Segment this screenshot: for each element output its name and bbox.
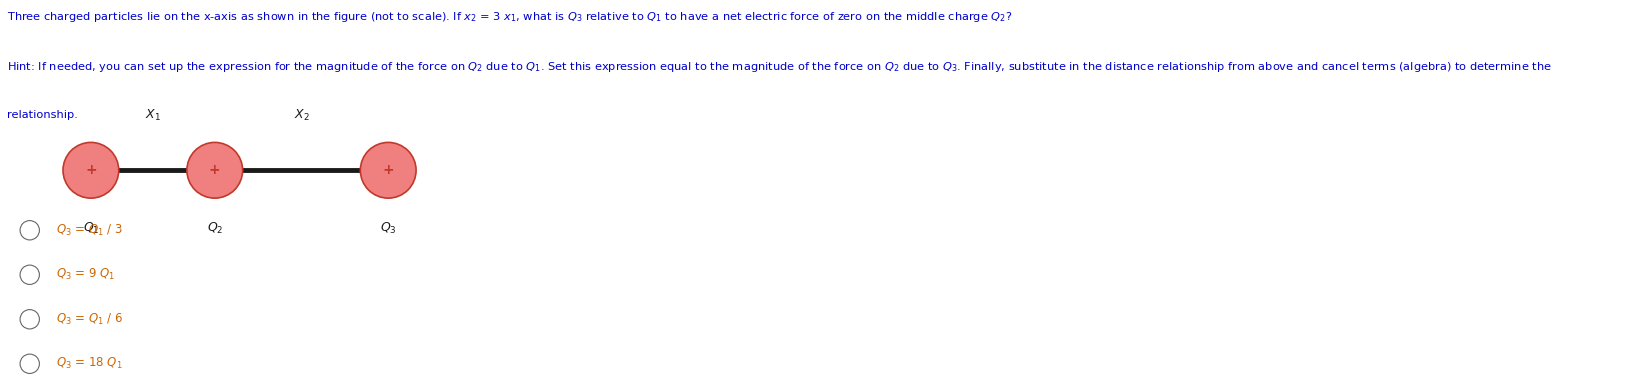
Text: relationship.: relationship. (7, 110, 78, 120)
Ellipse shape (20, 265, 40, 284)
Ellipse shape (187, 142, 243, 198)
Ellipse shape (20, 310, 40, 329)
Text: Hint: If needed, you can set up the expression for the magnitude of the force on: Hint: If needed, you can set up the expr… (7, 60, 1551, 74)
Ellipse shape (360, 142, 416, 198)
Text: $Q_3$ = 9 $Q_1$: $Q_3$ = 9 $Q_1$ (56, 267, 116, 283)
Ellipse shape (63, 142, 119, 198)
Text: $Q_3$ = 18 $Q_1$: $Q_3$ = 18 $Q_1$ (56, 356, 122, 372)
Ellipse shape (20, 221, 40, 240)
Text: +: + (84, 163, 97, 177)
Text: $X_2$: $X_2$ (294, 108, 309, 123)
Text: $Q_2$: $Q_2$ (206, 221, 223, 236)
Text: $Q_3$ = $Q_1$ / 6: $Q_3$ = $Q_1$ / 6 (56, 312, 124, 327)
Ellipse shape (20, 354, 40, 373)
Text: +: + (208, 163, 221, 177)
Text: $Q_3$: $Q_3$ (380, 221, 396, 236)
Text: +: + (382, 163, 395, 177)
Text: $Q_3$ = $Q_1$ / 3: $Q_3$ = $Q_1$ / 3 (56, 223, 122, 238)
Text: $X_1$: $X_1$ (145, 108, 160, 123)
Text: Three charged particles lie on the x-axis as shown in the figure (not to scale).: Three charged particles lie on the x-axi… (7, 10, 1011, 24)
Text: $Q_1$: $Q_1$ (83, 221, 99, 236)
